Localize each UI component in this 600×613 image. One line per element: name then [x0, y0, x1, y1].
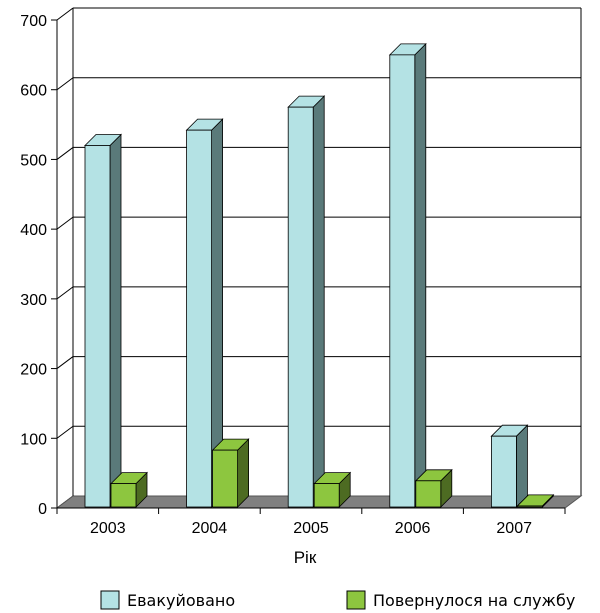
- bar-front: [287, 106, 314, 508]
- bar: [185, 118, 224, 508]
- y-tick-label: 400: [20, 222, 47, 239]
- y-axis-ticks: 0 100 200 300 400 500 600 700: [20, 13, 57, 518]
- bar-side: [109, 133, 122, 508]
- grid-diagonal: [56, 286, 74, 300]
- grid-diagonal: [56, 425, 74, 439]
- grid-lines: [56, 7, 582, 509]
- bar-front: [490, 435, 517, 508]
- axes: [56, 8, 565, 509]
- bar: [84, 133, 122, 508]
- bar: [490, 424, 529, 508]
- grid-diagonal: [56, 147, 74, 160]
- x-tick-label: 2003: [90, 520, 126, 537]
- bar: [313, 471, 352, 508]
- legend: Евакуйовано Повернулося на службу: [100, 590, 575, 610]
- y-tick-label: 300: [20, 292, 47, 309]
- legend-swatch: [346, 590, 366, 610]
- bar-front: [313, 483, 340, 508]
- bar-side: [414, 42, 427, 508]
- bar-side: [237, 438, 250, 508]
- bar-front: [186, 129, 213, 508]
- legend-label: Евакуйовано: [127, 591, 235, 610]
- legend-item: Евакуйовано: [100, 590, 235, 610]
- legend-item: Повернулося на службу: [346, 590, 575, 610]
- x-axis-label: Рік: [294, 548, 317, 567]
- x-tick-label: 2006: [395, 520, 431, 537]
- y-tick-label: 500: [20, 152, 47, 169]
- bar: [414, 468, 453, 508]
- bar-front: [517, 505, 543, 508]
- bar-front: [389, 54, 416, 508]
- bar-front: [84, 145, 111, 508]
- y-tick-label: 200: [20, 362, 47, 379]
- grid-diagonal: [56, 216, 74, 230]
- legend-swatch: [100, 590, 120, 610]
- bar-front: [110, 483, 137, 508]
- y-tick-label: 600: [20, 83, 47, 100]
- y-tick-label: 700: [20, 13, 47, 30]
- bar: [287, 95, 326, 508]
- bar-front: [212, 449, 239, 508]
- bar: [211, 438, 250, 508]
- x-tick-label: 2005: [293, 520, 329, 537]
- bars: [84, 42, 555, 508]
- y-tick-label: 0: [38, 501, 47, 518]
- bar-front: [415, 480, 442, 508]
- grid-diagonal: [56, 356, 74, 369]
- legend-label: Повернулося на службу: [373, 591, 575, 610]
- bar: [516, 493, 555, 508]
- grid-diagonal: [56, 7, 74, 21]
- x-tick-label: 2007: [496, 520, 532, 537]
- bar-side: [312, 95, 325, 508]
- x-tick-label: 2004: [192, 520, 228, 537]
- bar: [388, 42, 427, 508]
- x-axis-ticks: 2003 2004 2005 2006 2007: [56, 508, 566, 537]
- y-tick-label: 100: [20, 431, 47, 448]
- bar-side: [516, 424, 528, 508]
- bar: [110, 471, 148, 508]
- grid-diagonal: [56, 77, 74, 91]
